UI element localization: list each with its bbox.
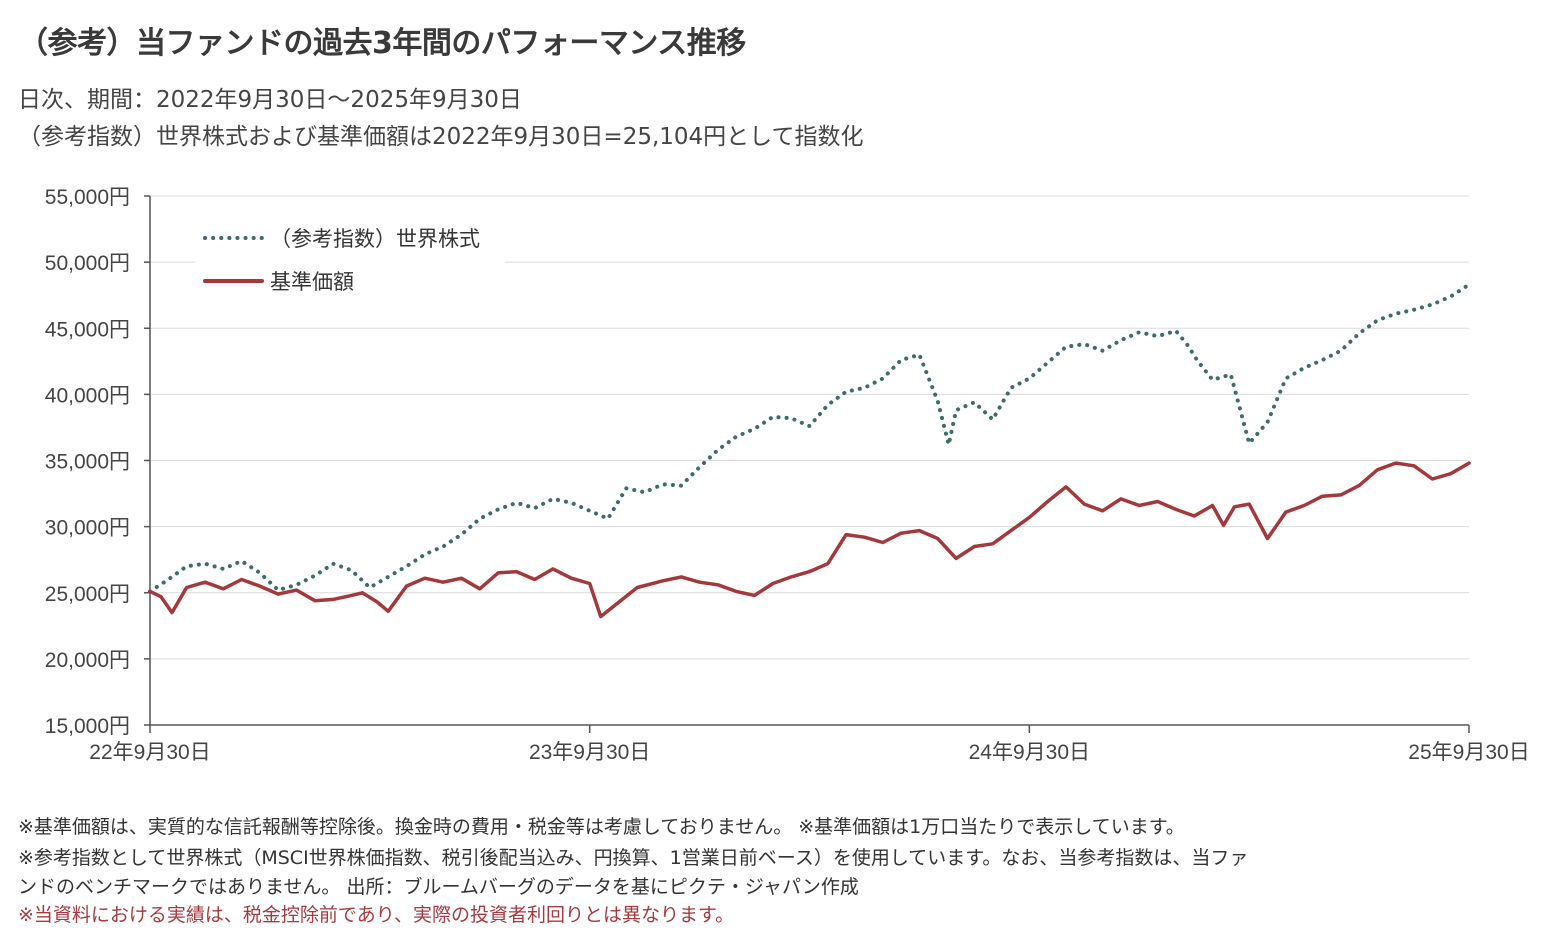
page-title: （参考）当ファンドの過去3年間のパフォーマンス推移 xyxy=(18,26,746,61)
index-subtitle: （参考指数）世界株式および基準価額は2022年9月30日=25,104円として指… xyxy=(18,124,864,150)
y-tick-label: 35,000円 xyxy=(45,451,130,474)
series-lines xyxy=(148,282,1471,619)
y-tick-labels: 15,000円 20,000円 25,000円 30,000円 35,000円 40,00… xyxy=(45,186,130,738)
legend-label-world-equity: （参考指数）世界株式 xyxy=(270,227,480,251)
note-source: ンドのベンチマークではありません。 出所：ブルームバーグのデータを基にピクテ・ジ… xyxy=(18,876,859,898)
y-tick-label: 40,000円 xyxy=(45,384,130,407)
series-line-nav xyxy=(148,461,1471,619)
note-nav-disclaimer: ※基準価額は、実質的な信託報酬等控除後。換金時の費用・税金等は考慮しておりません… xyxy=(18,816,1185,838)
period-subtitle: 日次、期間：2022年9月30日～2025年9月30日 xyxy=(18,87,522,113)
note-reference-index: ※参考指数として世界株式（MSCI世界株価指数、税引後配当込み、円換算、1営業日… xyxy=(18,847,1249,869)
x-tick-label: 24年9月30日 xyxy=(969,741,1090,764)
x-tick-label: 22年9月30日 xyxy=(89,741,210,764)
series-line-world-equity xyxy=(148,282,1471,594)
y-tick-label: 45,000円 xyxy=(45,318,130,341)
y-tick-label: 30,000円 xyxy=(45,517,130,540)
y-tick-label: 50,000円 xyxy=(45,252,130,275)
y-tick-label: 55,000円 xyxy=(45,186,130,209)
x-tick-label: 25年9月30日 xyxy=(1408,741,1529,764)
y-tick-label: 25,000円 xyxy=(45,583,130,606)
legend-label-nav: 基準価額 xyxy=(270,270,354,294)
chart-axes xyxy=(149,196,1470,733)
x-tick-labels: 22年9月30日 23年9月30日 24年9月30日 25年9月30日 xyxy=(89,741,1529,764)
y-tick-label: 15,000円 xyxy=(45,715,130,738)
performance-chart: 15,000円 20,000円 25,000円 30,000円 35,000円 40,00… xyxy=(45,186,1530,764)
y-tick-label: 20,000円 xyxy=(45,649,130,672)
x-tick-label: 23年9月30日 xyxy=(529,741,650,764)
note-tax-disclaimer: ※当資料における実績は、税金控除前であり、実際の投資者利回りとは異なります。 xyxy=(18,904,735,926)
legend-background xyxy=(195,210,505,300)
